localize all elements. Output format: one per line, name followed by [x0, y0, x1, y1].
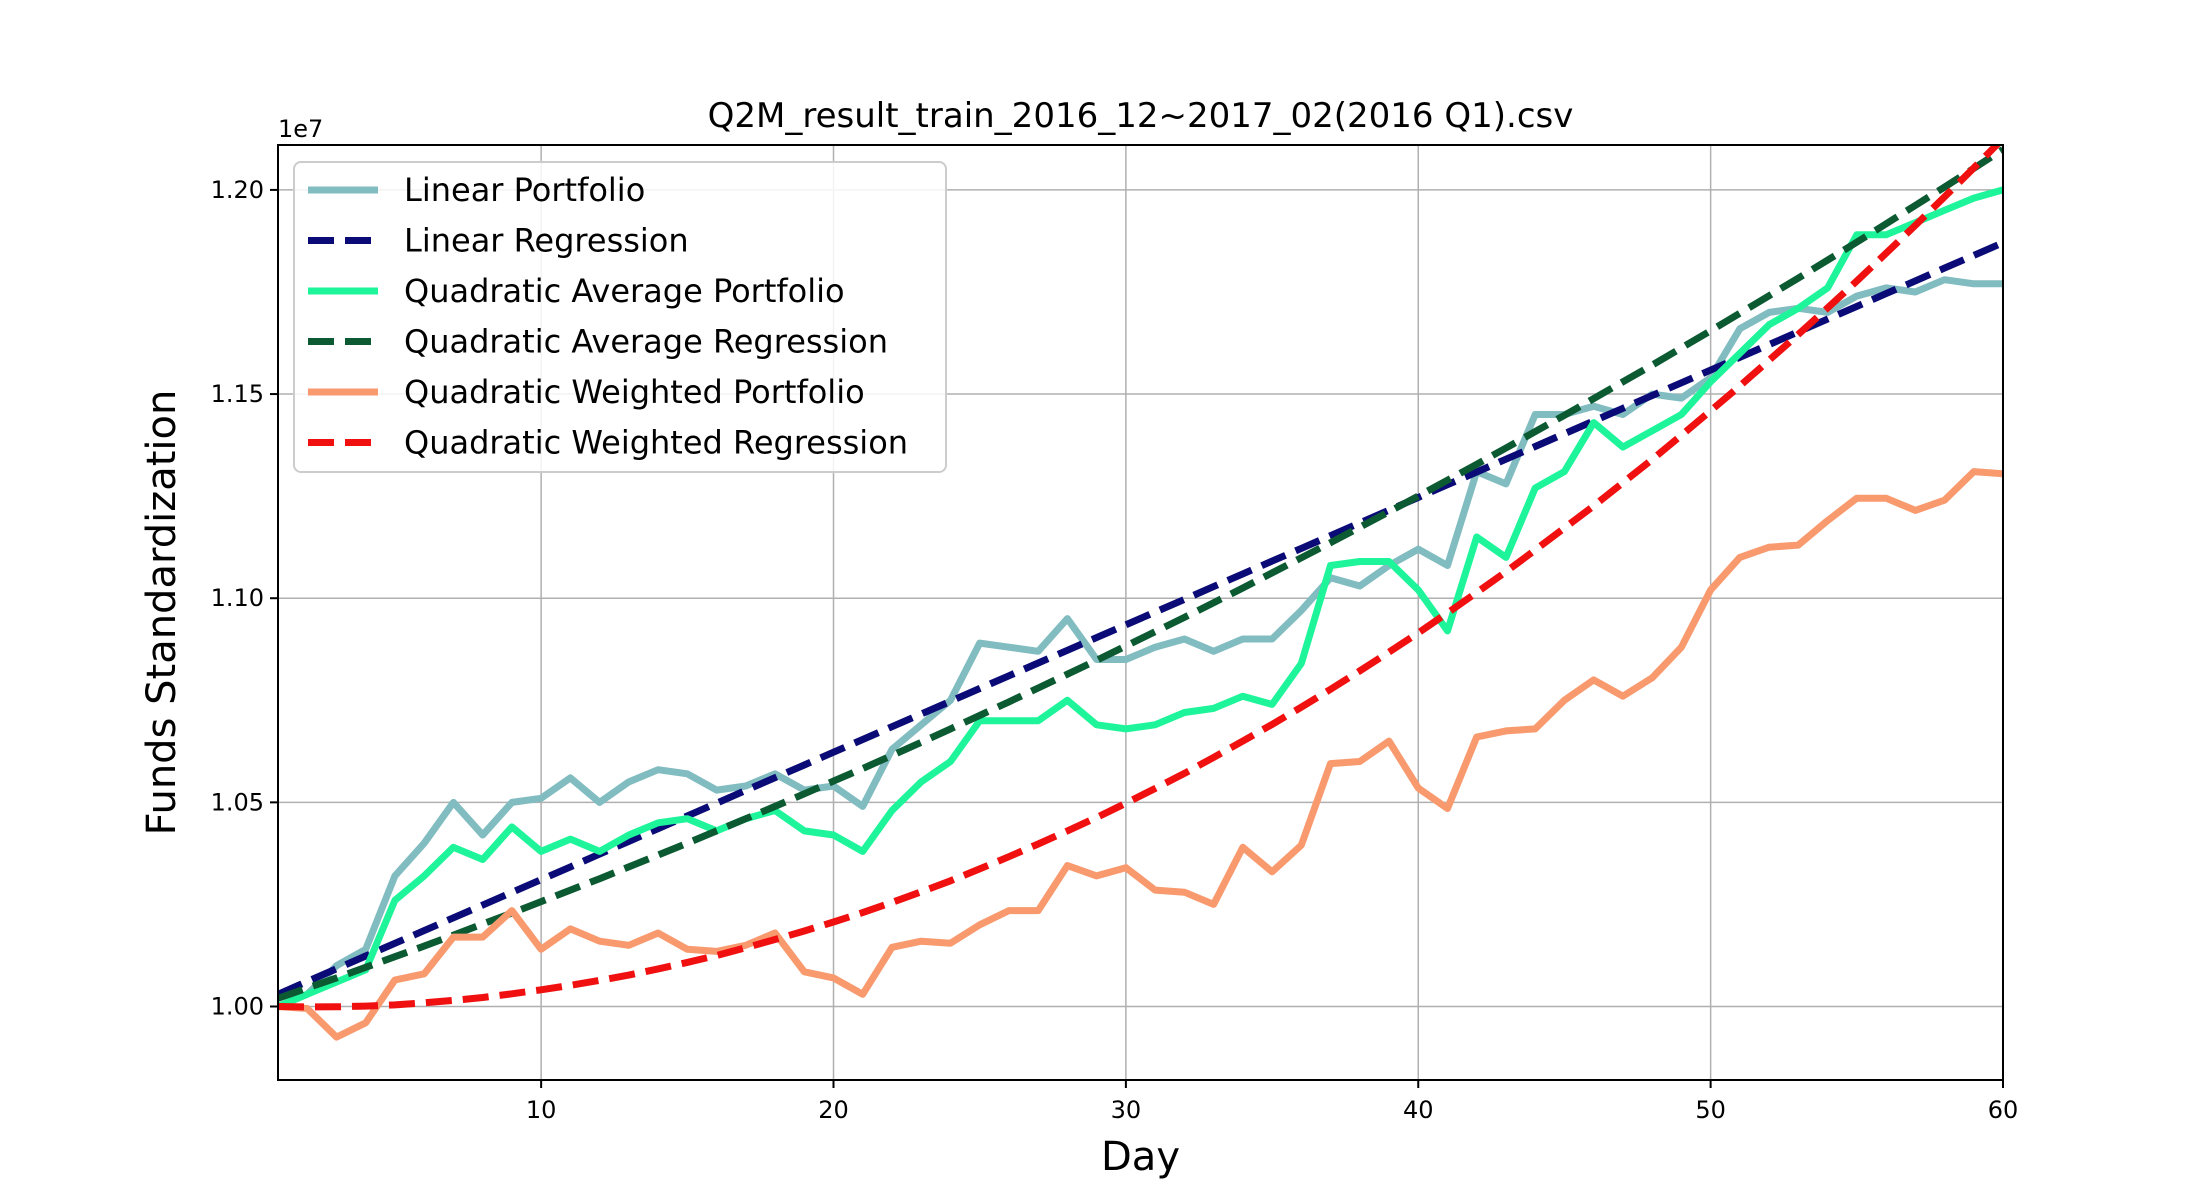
y-axis-label: Funds Standardization — [139, 390, 185, 836]
legend-entry-label: Linear Regression — [404, 222, 689, 260]
legend-entry-label: Linear Portfolio — [404, 171, 645, 209]
x-tick-label: 50 — [1695, 1096, 1726, 1124]
series-line-quadratic-weighted-portfolio — [278, 468, 2003, 1041]
y-tick-label: 1.20 — [211, 176, 264, 204]
y-tick-label: 1.10 — [211, 584, 264, 612]
x-axis-label: Day — [1101, 1134, 1180, 1180]
series-lines — [278, 145, 2003, 1041]
legend-entry-label: Quadratic Weighted Portfolio — [404, 373, 865, 411]
legend-entry-label: Quadratic Weighted Regression — [404, 424, 908, 462]
x-axis: 10 20 30 40 50 60 — [526, 1080, 2018, 1124]
x-tick-label: 20 — [818, 1096, 849, 1124]
y-tick-label: 1.05 — [211, 788, 264, 816]
y-axis: 1.00 1.05 1.10 1.15 1.20 — [211, 176, 278, 1021]
series-line-quadratic-average-portfolio — [278, 186, 2003, 1010]
chart-title: Q2M_result_train_2016_12~2017_02(2016 Q1… — [708, 96, 1574, 136]
x-tick-label: 40 — [1403, 1096, 1434, 1124]
y-axis-offset-label: 1e7 — [278, 115, 323, 143]
series-line-quadratic-weighted-regression — [278, 145, 2002, 1011]
legend-box — [293, 161, 947, 473]
legend: Linear Portfolio Linear Regression Quadrat… — [293, 161, 947, 473]
x-tick-label: 60 — [1988, 1096, 2019, 1124]
y-tick-label: 1.00 — [211, 993, 264, 1021]
series-line-linear-regression — [278, 239, 2003, 998]
legend-entry-label: Quadratic Average Portfolio — [404, 272, 845, 310]
plot-frame — [277, 144, 2004, 1081]
y-tick-label: 1.15 — [211, 380, 264, 408]
x-tick-label: 30 — [1111, 1096, 1142, 1124]
legend-entry-label: Quadratic Average Regression — [404, 323, 888, 361]
x-tick-label: 10 — [526, 1096, 557, 1124]
series-line-quadratic-average-regression — [278, 146, 2003, 1002]
